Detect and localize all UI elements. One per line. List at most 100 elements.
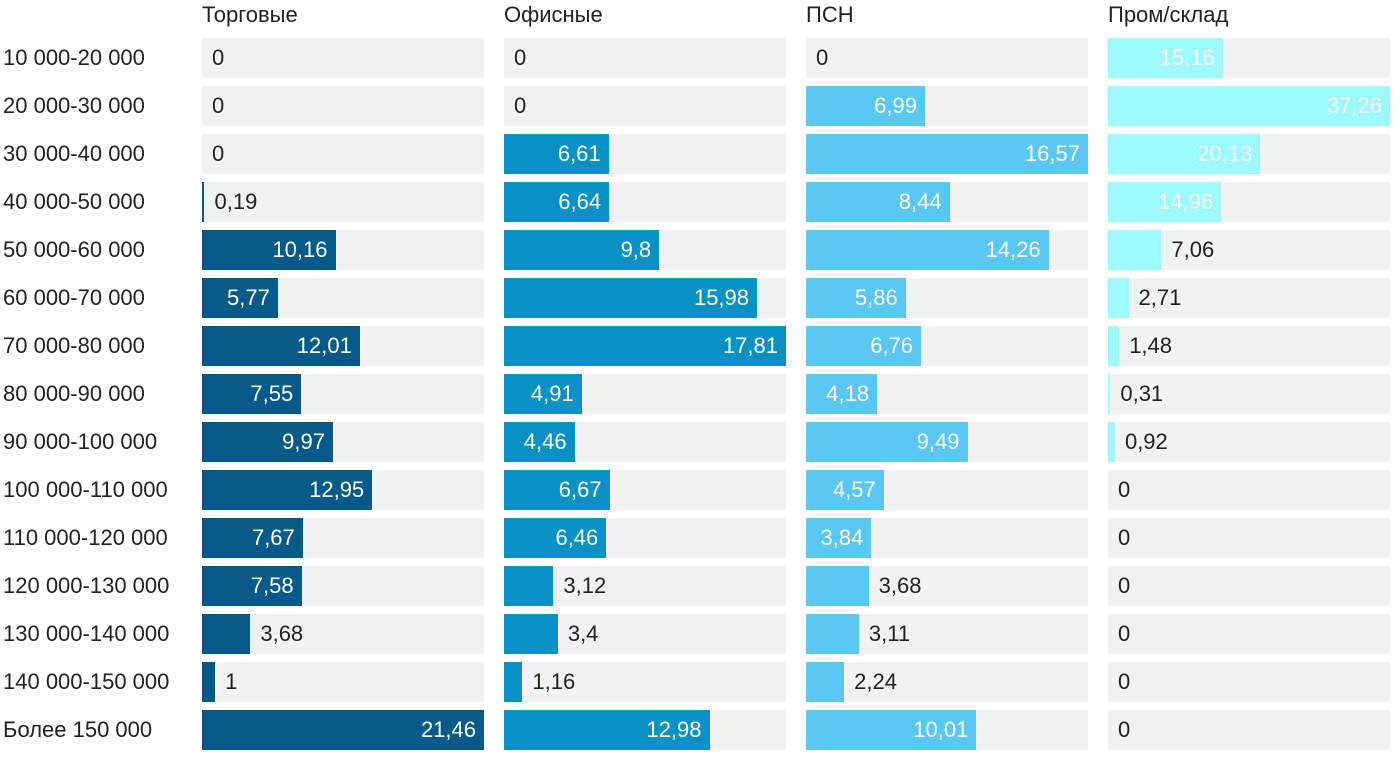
bar-track: 37,26 (1108, 86, 1390, 126)
category-label: 110 000-120 000 (3, 525, 168, 550)
data-label: 6,61 (557, 141, 601, 166)
bar-track: 15,98 (504, 278, 786, 318)
bar-track: 7,55 (202, 374, 484, 414)
data-label: 7,58 (250, 573, 294, 598)
bar (504, 470, 610, 510)
bar (202, 662, 216, 702)
bar (806, 86, 925, 126)
bar-track: 0 (1108, 614, 1390, 654)
bar-track: 6,67 (504, 470, 786, 510)
data-label: 1,48 (1129, 333, 1173, 358)
data-label: 15,98 (693, 285, 750, 310)
data-label: 37,26 (1326, 93, 1382, 118)
bar-track: 2,71 (1108, 278, 1390, 318)
panel-title: Торговые (202, 2, 298, 27)
bar-track: 7,06 (1108, 230, 1390, 270)
bar-track: 0 (1108, 662, 1390, 702)
bar-track: 9,8 (504, 230, 786, 270)
bar (806, 662, 845, 702)
data-label: 6,99 (874, 93, 917, 118)
data-label: 10,16 (272, 237, 328, 262)
bar (504, 614, 558, 654)
panel-title: Пром/склад (1108, 2, 1229, 27)
bar-track: 10,01 (806, 710, 1088, 750)
data-label: 5,86 (854, 285, 898, 310)
bar (504, 518, 607, 558)
bar-track: 12,95 (202, 470, 484, 510)
bar (504, 566, 554, 606)
data-label: 4,18 (826, 381, 870, 406)
bar-track: 20,13 (1108, 134, 1390, 174)
bar (806, 326, 922, 366)
bar (504, 278, 758, 318)
bar-track: 14,96 (1108, 182, 1390, 222)
bar-track: 0 (806, 38, 1088, 78)
bar (504, 182, 610, 222)
bar (504, 422, 575, 462)
bar (806, 710, 977, 750)
data-label: 9,97 (282, 429, 325, 454)
data-label: 3,11 (868, 621, 911, 646)
bar (202, 518, 303, 558)
category-label: 120 000-130 000 (3, 573, 170, 598)
data-label: 0 (1118, 717, 1131, 742)
bar-track: 9,49 (806, 422, 1088, 462)
bar (806, 182, 950, 222)
bar (504, 230, 660, 270)
bar-track: 0 (202, 86, 484, 126)
data-label: 6,64 (558, 189, 602, 214)
data-label: 21,46 (420, 717, 476, 742)
bar-track: 6,64 (504, 182, 786, 222)
bar-track: 6,76 (806, 326, 1088, 366)
data-label: 0 (212, 141, 225, 166)
bar-track: 0 (1108, 566, 1390, 606)
data-label: 14,26 (985, 237, 1041, 262)
data-label: 0 (514, 93, 527, 118)
bar (202, 566, 302, 606)
data-label: 16,57 (1024, 141, 1080, 166)
bar-track: 0,19 (202, 182, 484, 222)
data-label: 0 (212, 93, 225, 118)
bar (806, 470, 884, 510)
data-label: 14,96 (1158, 189, 1214, 214)
panel-title: Офисные (504, 2, 603, 27)
bar-track: 4,18 (806, 374, 1088, 414)
bar (1108, 182, 1222, 222)
data-label: 2,71 (1138, 285, 1182, 310)
bar-track: 0 (202, 134, 484, 174)
bar-track: 4,57 (806, 470, 1088, 510)
data-label: 5,77 (226, 285, 270, 310)
bar (202, 470, 373, 510)
bar-track: 3,4 (504, 614, 786, 654)
data-label: 0 (1118, 573, 1131, 598)
bar-track: 0 (504, 86, 786, 126)
bar-track: 16,57 (806, 134, 1088, 174)
data-label: 9,8 (620, 237, 652, 262)
bar (1108, 230, 1162, 270)
category-label: 20 000-30 000 (3, 93, 145, 118)
bar (202, 278, 278, 318)
bar-track: 3,12 (504, 566, 786, 606)
bar (202, 614, 251, 654)
bar-track: 3,84 (806, 518, 1088, 558)
data-label: 0 (1118, 525, 1131, 550)
bar-track: 7,58 (202, 566, 484, 606)
bar (806, 518, 872, 558)
bar-track: 3,68 (202, 614, 484, 654)
data-label: 6,76 (870, 333, 914, 358)
data-label: 0 (514, 45, 527, 70)
bar-track: 0 (202, 38, 484, 78)
data-label: 3,84 (820, 525, 864, 550)
category-label: 80 000-90 000 (3, 381, 145, 406)
bar-track: 6,46 (504, 518, 786, 558)
data-label: 7,67 (251, 525, 295, 550)
category-label: 40 000-50 000 (3, 189, 145, 214)
bar (806, 374, 878, 414)
category-label: 70 000-80 000 (3, 333, 145, 358)
data-label: 0,31 (1120, 381, 1164, 406)
bar (504, 134, 609, 174)
bar-track: 3,11 (806, 614, 1088, 654)
category-label: 90 000-100 000 (3, 429, 158, 454)
bar-track: 21,46 (202, 710, 484, 750)
